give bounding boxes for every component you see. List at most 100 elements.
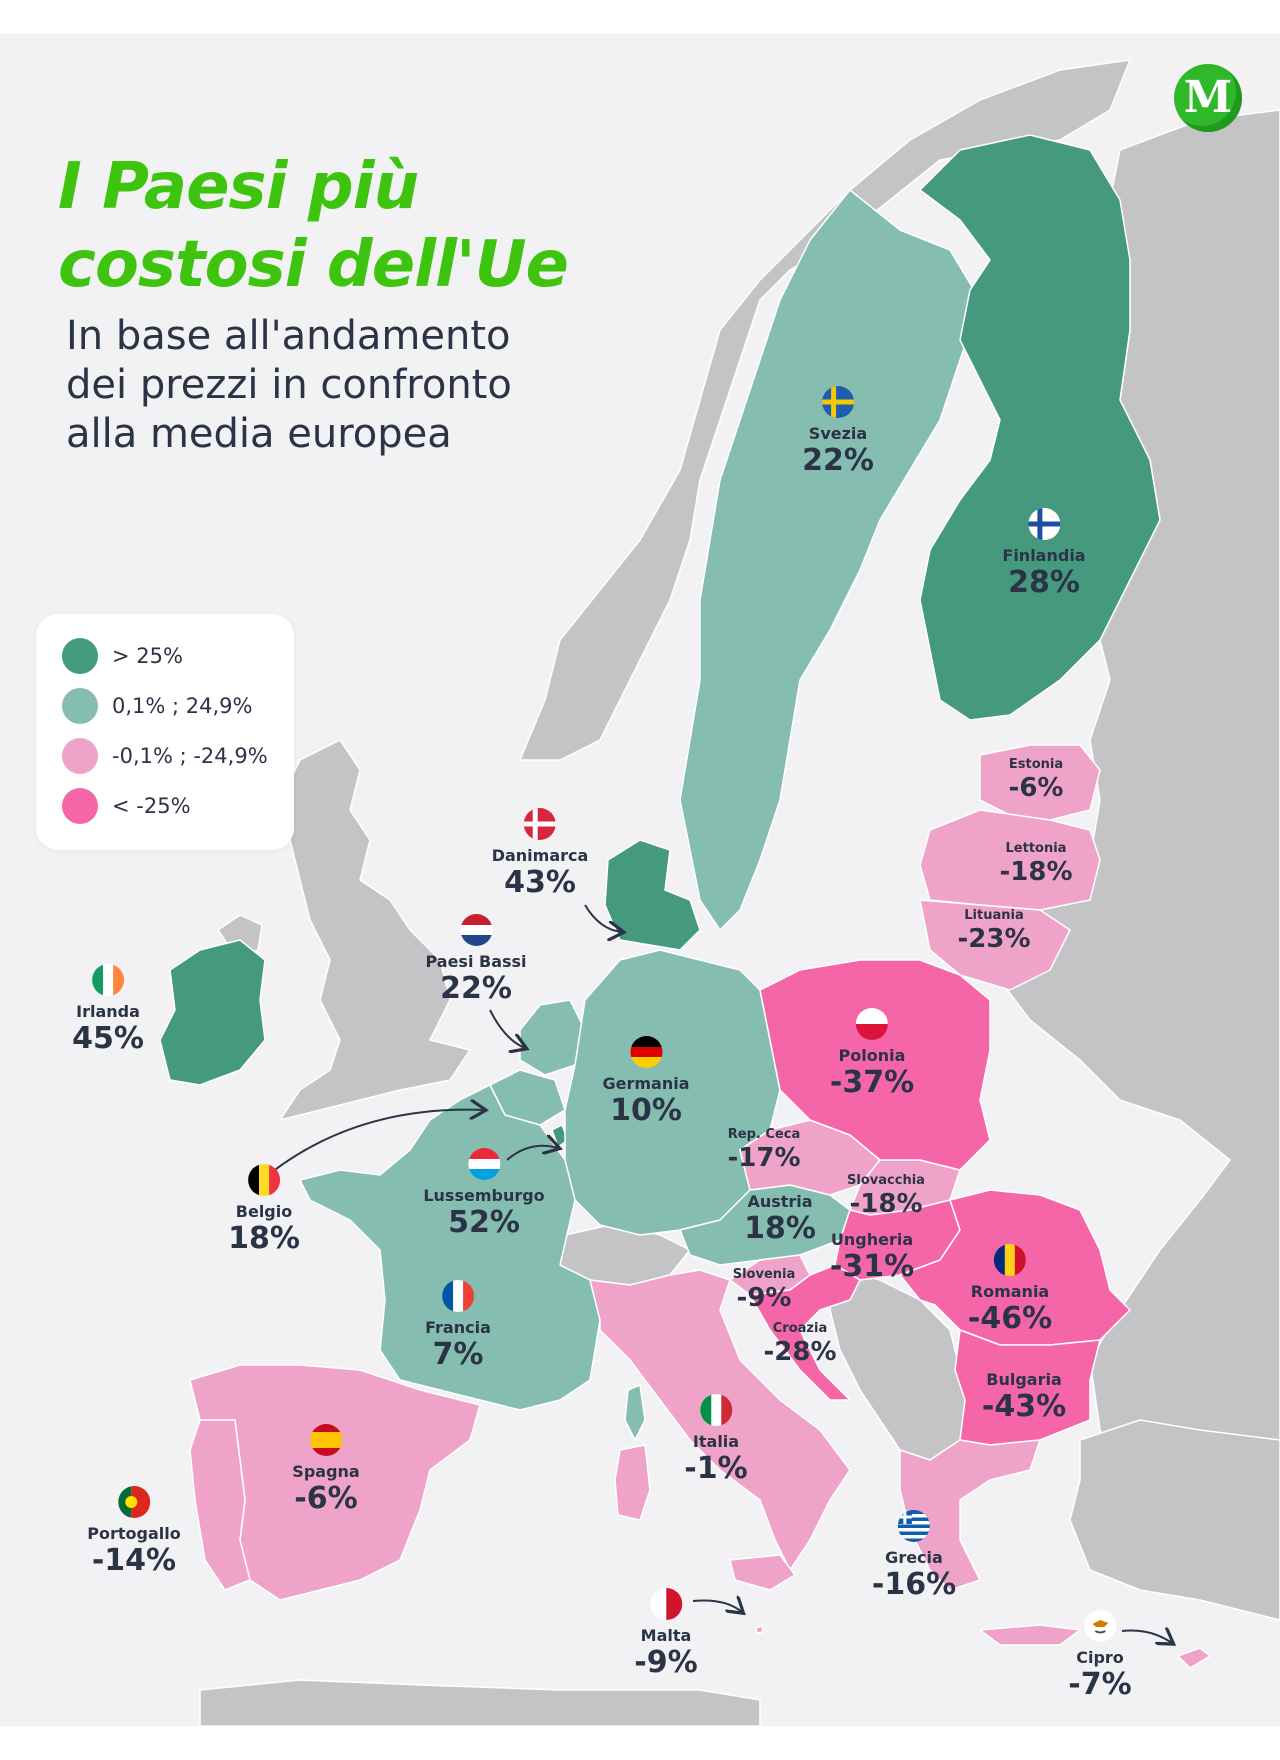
romania-flag-icon	[993, 1244, 1026, 1276]
germany-flag-icon	[629, 1036, 662, 1068]
country-value: -23%	[957, 924, 1031, 954]
label-slovenia: Slovenia -9%	[733, 1266, 796, 1313]
france-shape	[299, 1084, 601, 1411]
label-irlanda: Irlanda 45%	[72, 964, 144, 1056]
country-value: -17%	[727, 1143, 801, 1173]
country-name: Paesi Bassi	[425, 952, 527, 971]
cyprus-shape	[1177, 1647, 1211, 1669]
label-polonia: Polonia -37%	[830, 1008, 914, 1100]
sardinia-shape	[614, 1444, 651, 1521]
belgium-flag-icon	[248, 1164, 280, 1196]
label-svezia: Svezia 22%	[802, 386, 874, 478]
label-lituania: Lituania -23%	[957, 907, 1030, 954]
greece-shape	[899, 1439, 1041, 1591]
great-britain-shape	[279, 739, 471, 1121]
country-value: 22%	[802, 443, 874, 478]
country-value: -37%	[829, 1065, 915, 1100]
label-francia: Francia 7%	[425, 1280, 491, 1372]
country-value: -16%	[871, 1567, 957, 1602]
country-name: Rep. Ceca	[727, 1127, 801, 1142]
turkey-shape	[1069, 1419, 1280, 1621]
poland-flag-icon	[855, 1008, 888, 1040]
label-romania: Romania -46%	[968, 1244, 1052, 1336]
label-rep-ceca: Rep. Ceca -17%	[727, 1126, 800, 1173]
label-germania: Germania 10%	[602, 1036, 690, 1128]
country-name: Croazia	[772, 1321, 828, 1336]
legend-label: 0,1% ; 24,9%	[112, 694, 253, 718]
label-finlandia: Finlandia 28%	[1002, 508, 1086, 600]
country-value: -6%	[1008, 773, 1064, 803]
country-name: Svezia	[808, 424, 868, 443]
country-name: Malta	[640, 1626, 692, 1645]
legend: > 25% 0,1% ; 24,9% -0,1% ; -24,9% < -25%	[36, 614, 294, 850]
netherlands-flag-icon	[459, 914, 492, 946]
title-line-2: costosi dell'Ue	[58, 228, 569, 302]
country-name: Ungheria	[830, 1230, 914, 1249]
country-name: Belgio	[235, 1202, 293, 1221]
legend-item-positive: 0,1% ; 24,9%	[62, 686, 253, 726]
latvia-shape	[919, 809, 1101, 911]
subtitle-line-3: alla media europea	[66, 411, 452, 457]
country-value: 52%	[448, 1205, 520, 1240]
corsica-shape	[624, 1384, 646, 1441]
legend-label: < -25%	[112, 794, 191, 818]
country-name: Romania	[970, 1282, 1050, 1301]
country-value: 10%	[610, 1093, 682, 1128]
malta-shape	[755, 1625, 764, 1634]
country-name: Spagna	[292, 1462, 360, 1481]
country-value: -18%	[999, 857, 1073, 887]
arrow-lussemburgo	[506, 1146, 558, 1161]
arrow-cipro	[1121, 1631, 1172, 1644]
denmark-flag-icon	[524, 808, 556, 840]
country-value: -31%	[829, 1249, 915, 1284]
finland-flag-icon	[1028, 508, 1060, 540]
bulgaria-shape	[954, 1329, 1101, 1446]
country-name: Lussemburgo	[423, 1186, 545, 1205]
north-africa-shape	[199, 1679, 761, 1727]
country-name: Italia	[692, 1432, 740, 1451]
arrow-paesi-bassi	[489, 1009, 525, 1048]
sweden-shape	[679, 189, 981, 931]
ireland-flag-icon	[92, 964, 124, 996]
country-name: Bulgaria	[986, 1370, 1062, 1389]
country-value: 18%	[744, 1211, 816, 1246]
country-name: Lituania	[964, 908, 1024, 923]
label-spagna: Spagna -6%	[292, 1424, 360, 1516]
country-name: Estonia	[1008, 757, 1064, 772]
logo-letter: M	[1183, 72, 1233, 123]
country-name: Francia	[425, 1318, 491, 1337]
crete-shape	[979, 1624, 1081, 1646]
country-value: -7%	[1068, 1667, 1132, 1702]
label-cipro: Cipro -7%	[1068, 1610, 1132, 1702]
subtitle-line-2: dei prezzi in confronto	[66, 362, 512, 408]
greece-flag-icon	[897, 1510, 930, 1542]
arrow-belgio	[271, 1110, 484, 1173]
legend-swatch	[62, 738, 98, 774]
malta-flag-icon	[649, 1588, 682, 1620]
country-value: -9%	[634, 1645, 698, 1680]
country-name: Portogallo	[87, 1524, 181, 1543]
country-name: Cipro	[1076, 1648, 1124, 1667]
label-lettonia: Lettonia -18%	[999, 840, 1072, 887]
country-name: Austria	[747, 1192, 813, 1211]
country-value: -28%	[763, 1337, 837, 1367]
label-portogallo: Portogallo -14%	[87, 1486, 181, 1578]
country-value: 28%	[1008, 565, 1080, 600]
country-value: 7%	[432, 1337, 484, 1372]
publisher-logo: M	[1174, 64, 1242, 132]
ireland-shape	[159, 939, 266, 1086]
norway-shape	[519, 59, 1131, 761]
legend-label: > 25%	[112, 644, 183, 668]
country-name: Germania	[602, 1074, 690, 1093]
sweden-flag-icon	[822, 386, 854, 418]
label-italia: Italia -1%	[684, 1394, 748, 1486]
label-estonia: Estonia -6%	[1009, 756, 1064, 803]
label-belgio: Belgio 18%	[228, 1164, 300, 1256]
legend-swatch	[62, 788, 98, 824]
country-value: 18%	[228, 1221, 300, 1256]
italy-flag-icon	[699, 1394, 732, 1426]
sicily-shape	[729, 1554, 796, 1591]
portugal-shape	[189, 1419, 251, 1591]
spain-flag-icon	[309, 1424, 342, 1456]
